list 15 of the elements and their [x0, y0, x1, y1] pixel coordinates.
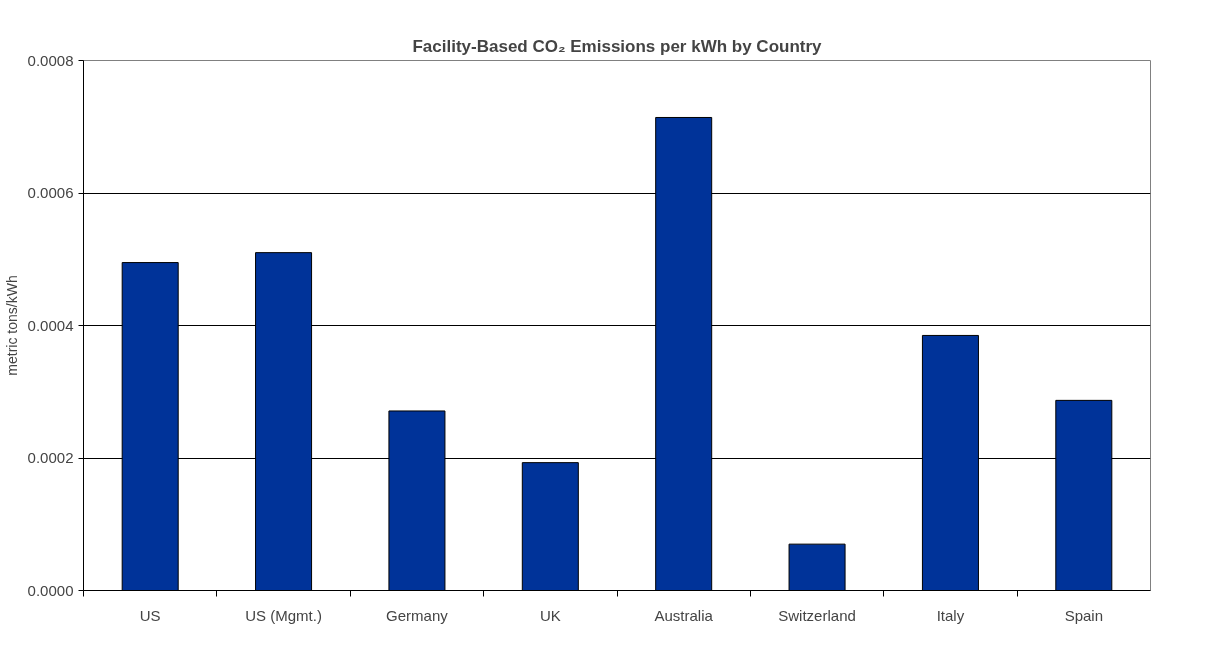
chart-title: Facility-Based CO₂ Emissions per kWh by Country	[412, 36, 823, 56]
x-tick-label: Italy	[936, 606, 965, 624]
y-tick-label: 0.0000	[27, 581, 74, 599]
y-tick-label: 0.0002	[27, 449, 74, 466]
x-tick-label: UK	[539, 606, 561, 624]
x-tick-label: Switzerland	[778, 606, 856, 624]
y-axis-title: metric tons/kWh	[3, 275, 20, 376]
x-tick-label: Australia	[654, 606, 714, 624]
y-tick-label: 0.0008	[27, 51, 74, 69]
y-tick-label: 0.0004	[27, 316, 74, 334]
x-tick-label: Germany	[386, 606, 449, 624]
x-tick-label: US	[139, 606, 161, 624]
x-tick-label: US (Mgmt.)	[245, 606, 322, 624]
x-tick-label: Spain	[1064, 606, 1104, 624]
y-tick-label: 0.0006	[27, 184, 74, 201]
